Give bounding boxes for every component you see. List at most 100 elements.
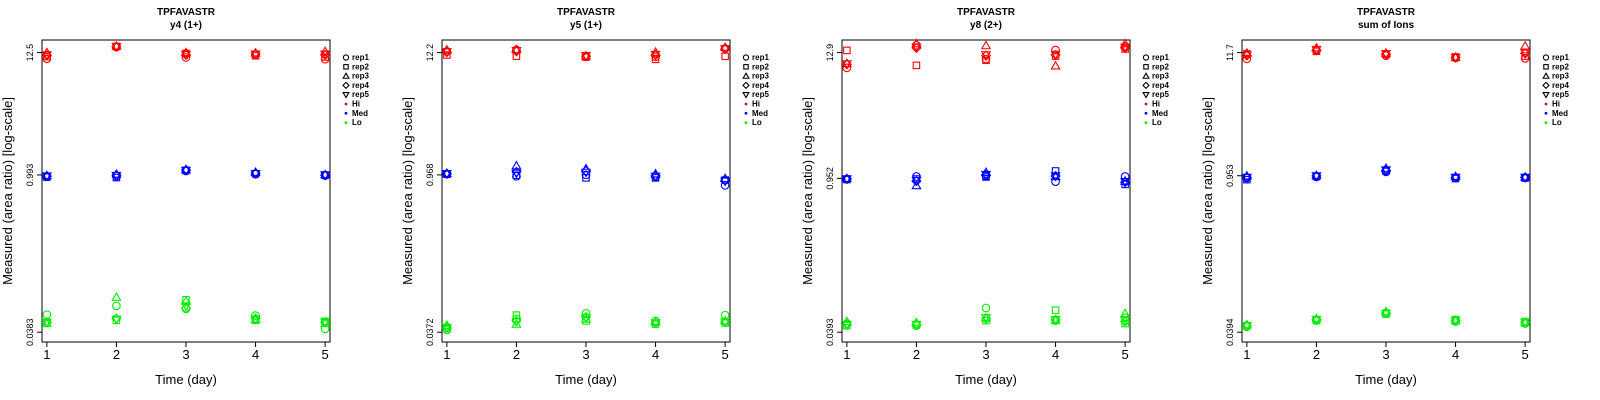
data-point-med-rep5 [1050,172,1061,182]
legend-label: rep4 [352,81,369,90]
data-point-hi-rep2 [843,46,851,55]
y-axis-label: Measured (area ratio) [log-scale] [800,97,815,285]
y-axis-label: Measured (area ratio) [log-scale] [1200,97,1215,285]
data-point-hi-rep3 [911,38,922,48]
data-point-med-rep5 [1450,173,1461,183]
x-tick-label: 3 [1382,347,1389,362]
data-point-lo-rep5 [320,318,331,328]
data-point-hi-rep2 [1521,52,1529,60]
data-point-hi-rep3 [841,58,852,68]
data-points [841,38,1131,331]
legend-marker-rep2 [1543,64,1549,70]
data-point-med-rep3 [911,180,922,190]
x-tick-label: 1 [43,347,50,362]
legend-dot-lo [344,121,348,124]
legend-label: Lo [752,118,762,127]
legend-label: rep2 [352,62,369,71]
data-point-lo-rep5 [980,314,992,324]
data-point-lo-rep2 [1051,306,1060,314]
legend-label: rep1 [352,53,369,62]
legend-dot-lo [1544,121,1548,124]
legend-marker-rep1 [1542,54,1550,61]
legend-label: rep5 [752,90,769,99]
legend-dot-med [1144,111,1148,115]
data-point-med-rep3 [111,168,122,178]
plot-frame [841,39,1131,343]
legend-label: rep2 [1152,62,1169,71]
x-tick-label: 3 [182,347,189,362]
y-tick-label: 0.0393 [825,318,835,346]
data-point-hi-rep5 [1450,53,1461,63]
legend-dot-lo [1144,121,1148,124]
data-point-med-rep5 [250,169,261,179]
legend-marker-rep1 [1142,54,1150,61]
x-tick-label: 4 [252,347,259,362]
legend-label: Med [1152,109,1168,118]
legend-marker-rep5 [1542,92,1550,99]
legend-marker-rep1 [742,54,750,61]
legend-marker-rep2 [1143,64,1149,70]
legend-label: rep4 [1152,81,1169,90]
x-tick-label: 5 [322,347,329,362]
chart-subtitle: y5 (1+) [570,20,602,31]
data-point-med-rep3 [1520,171,1531,181]
data-point-lo-rep5 [1520,318,1531,328]
data-point-hi-rep5 [511,46,522,56]
data-point-lo-rep5 [250,315,261,325]
y-axis-label: Measured (area ratio) [log-scale] [0,97,15,285]
data-point-hi-rep3 [111,40,122,50]
data-point-lo-rep1 [581,308,591,318]
legend-marker-rep3 [742,72,750,79]
legend-marker-rep2 [743,64,749,70]
data-point-hi-rep5 [441,48,452,58]
legend-dot-lo [744,121,748,124]
legend-label: Med [752,109,768,118]
x-tick-label: 2 [113,347,120,362]
data-point-hi-rep1 [1051,45,1060,55]
data-point-hi-rep5 [720,45,731,55]
data-point-med-rep5 [441,170,452,180]
legend-label: Med [1552,109,1568,118]
chart-title: TPFAVASTR [557,7,616,18]
data-point-med-rep2 [1051,167,1060,175]
legend-marker-rep3 [1142,72,1150,79]
data-point-lo-rep1 [112,301,121,311]
data-point-med-rep5 [980,170,992,180]
data-point-med-rep3 [441,168,452,178]
data-point-med-rep1 [912,172,921,181]
data-point-lo-rep1 [981,303,991,313]
legend-dot-med [1544,111,1548,115]
y-tick-label: 0.952 [825,167,835,190]
data-point-hi-rep5 [41,51,52,61]
data-point-hi-rep1 [42,54,52,64]
legend-dot-hi [1544,102,1548,106]
x-tick-label: 3 [982,347,989,362]
data-point-hi-rep2 [982,56,990,65]
legend-label: rep4 [752,81,769,90]
x-tick-label: 5 [1122,347,1129,362]
data-point-lo-rep5 [1241,322,1252,331]
data-point-med-rep2 [982,173,990,181]
data-point-hi-rep3 [1120,38,1131,48]
legend-marker-rep1 [342,54,350,61]
x-axis-label: Time (day) [955,372,1017,387]
x-tick-label: 4 [1452,347,1459,362]
x-tick-label: 5 [722,347,729,362]
data-point-lo-rep5 [1311,315,1322,325]
data-point-med-rep1 [1120,172,1130,181]
data-point-med-rep5 [1380,166,1392,176]
data-point-med-rep5 [320,171,331,181]
legend-marker-rep5 [342,92,350,99]
x-tick-label: 2 [913,347,920,362]
x-tick-label: 3 [582,347,589,362]
data-point-hi-rep5 [650,50,661,60]
data-point-hi-rep1 [320,54,330,64]
data-point-hi-rep3 [1520,40,1531,50]
data-point-med-rep5 [911,176,922,186]
data-point-med-rep5 [1241,173,1252,183]
x-tick-label: 4 [1052,347,1059,362]
legend-label: rep4 [1552,81,1569,90]
data-point-med-rep1 [1051,177,1060,186]
